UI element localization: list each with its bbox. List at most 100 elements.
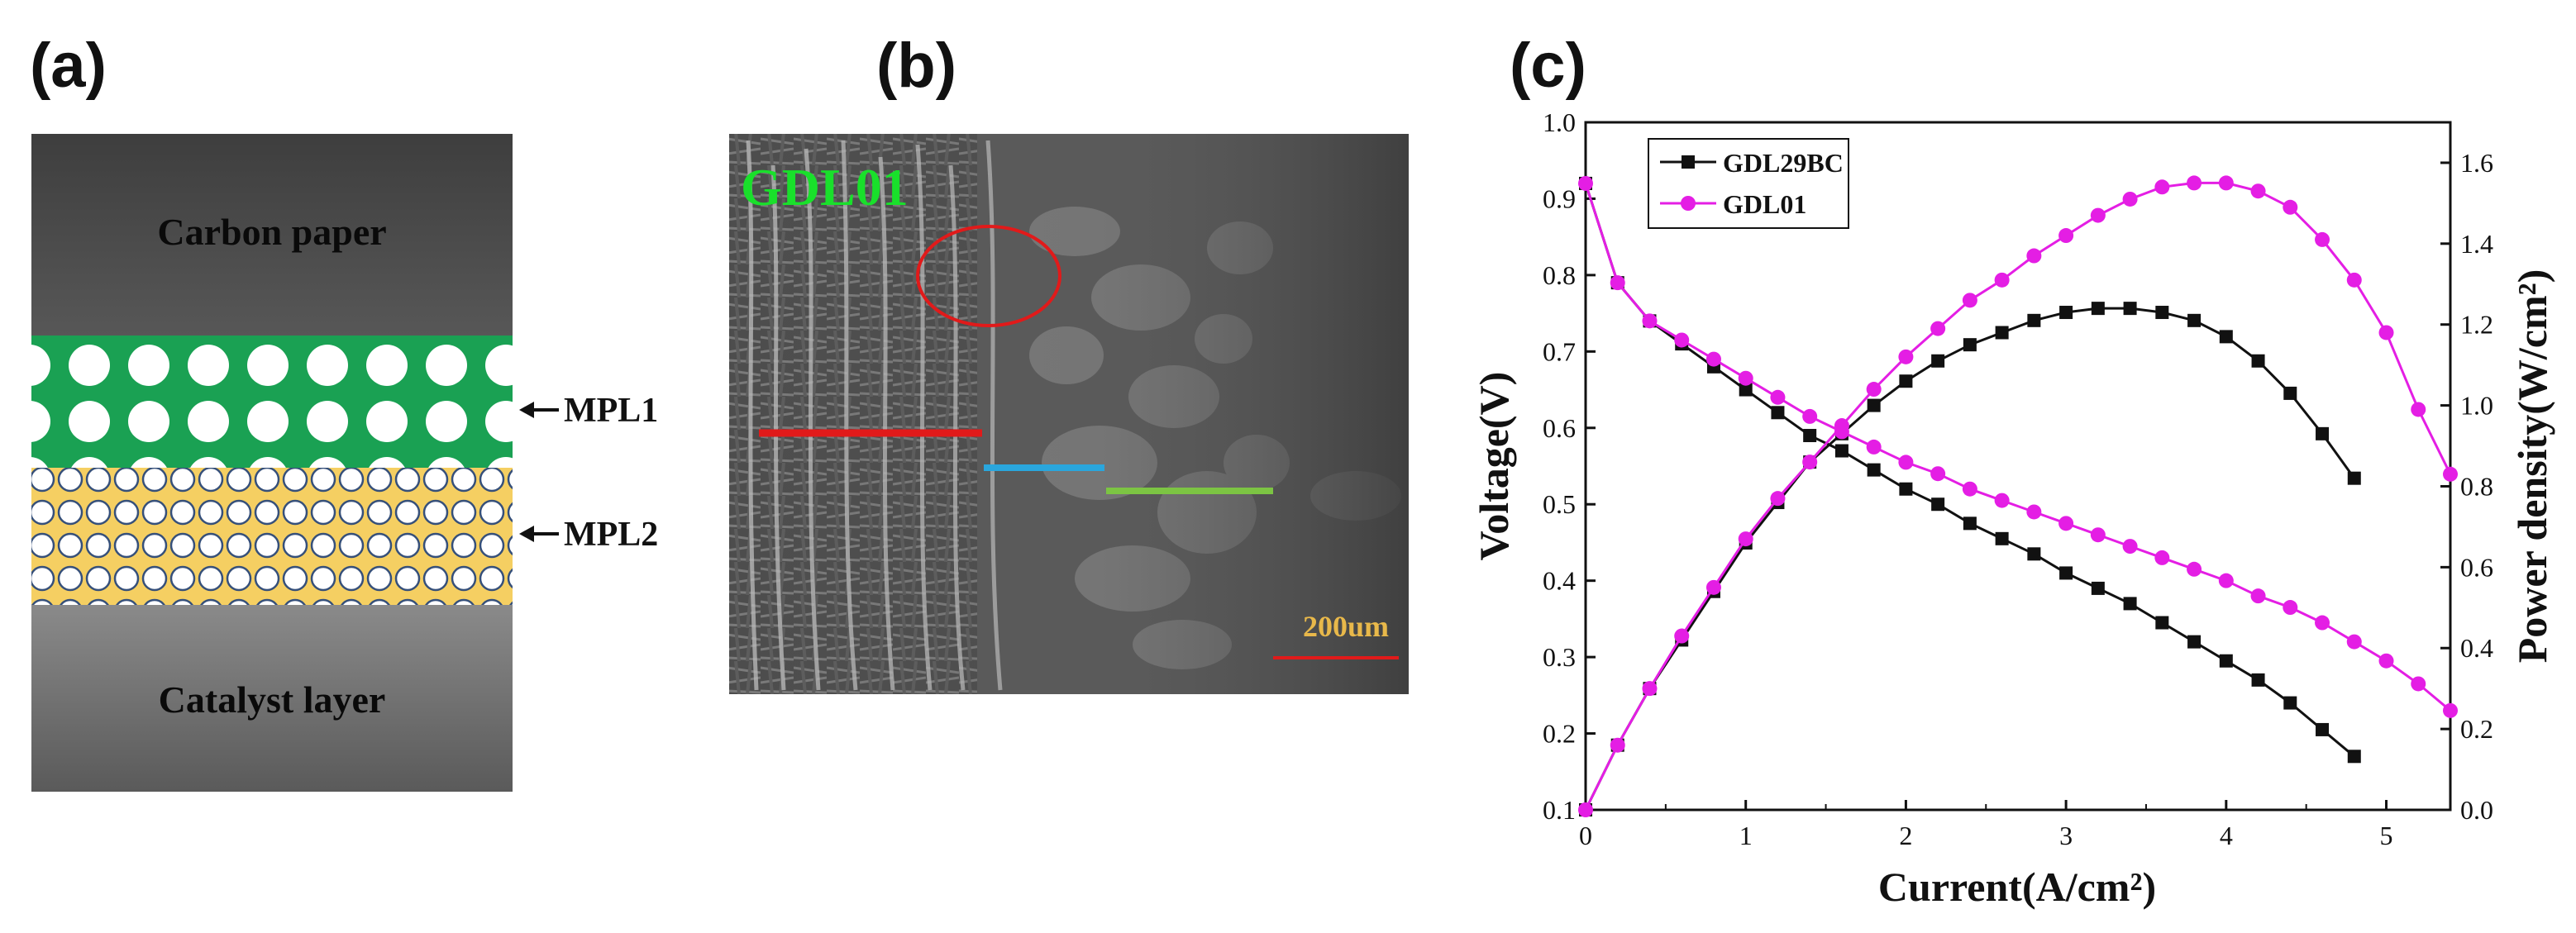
point-gdl01-voltage — [2378, 653, 2394, 669]
x-tick-label: 2 — [1899, 821, 1912, 850]
point-gdl01-voltage — [1642, 313, 1658, 329]
x-axis-title: Current(A/cm²) — [1878, 864, 2156, 910]
x-tick-label: 1 — [1739, 821, 1753, 850]
point-gdl29bc-power — [1963, 338, 1977, 352]
mpl2-arrow — [519, 526, 559, 542]
legend-label-gdl01: GDL01 — [1723, 189, 1806, 219]
y-axis-right-title: Power density(W/cm²) — [2509, 269, 2555, 663]
sem-sample-label: GDL01 — [741, 158, 909, 217]
y-right-tick-label: 0.4 — [2460, 633, 2493, 663]
point-gdl01-power — [2346, 272, 2362, 288]
point-gdl29bc-voltage — [1803, 429, 1817, 443]
mpl2-label: MPL2 — [564, 516, 658, 554]
point-gdl01-power — [2218, 175, 2234, 191]
point-gdl01-power — [2122, 191, 2138, 207]
point-gdl01-voltage — [1770, 389, 1786, 405]
point-gdl01-voltage — [1994, 493, 2010, 508]
legend: GDL29BC GDL01 — [1648, 138, 1849, 229]
plot-frame — [1584, 121, 2452, 812]
point-gdl01-voltage — [2411, 676, 2426, 692]
y-right-tick-label: 1.4 — [2460, 229, 2493, 259]
point-gdl01-voltage — [1802, 408, 1818, 424]
point-gdl29bc-power — [2155, 306, 2169, 320]
point-gdl29bc-voltage — [2283, 696, 2297, 710]
mpl1-arrow — [519, 402, 559, 418]
point-gdl01-power — [1705, 579, 1721, 595]
y-left-tick-label: 0.4 — [1543, 566, 1576, 596]
point-gdl01-voltage — [2315, 615, 2330, 631]
point-gdl29bc-voltage — [2123, 597, 2137, 611]
panel-a-schematic: Carbon paper Catalyst layer MPL1 MPL2 — [31, 134, 658, 792]
point-gdl01-voltage — [2154, 550, 2170, 565]
point-gdl29bc-power — [1995, 326, 2009, 340]
y-axis-left-title: Voltage(V) — [1471, 372, 1517, 561]
y-right-tick-label: 1.6 — [2460, 148, 2493, 178]
point-gdl01-power — [1610, 737, 1625, 753]
legend-label-gdl29bc: GDL29BC — [1723, 148, 1844, 178]
point-gdl01-power — [2026, 248, 2042, 264]
point-gdl01-voltage — [1738, 370, 1753, 386]
y-left-tick-label: 0.2 — [1543, 719, 1576, 749]
point-gdl01-voltage — [2058, 516, 2074, 531]
point-gdl01-power — [1834, 418, 1849, 434]
series-line-gdl29bc-voltage — [1584, 183, 2355, 758]
point-gdl29bc-voltage — [2219, 654, 2233, 668]
point-gdl29bc-voltage — [1931, 497, 1945, 512]
point-gdl01-voltage — [1898, 455, 1914, 470]
point-gdl29bc-voltage — [1739, 383, 1753, 397]
carbon-paper-layer — [31, 134, 513, 336]
point-gdl29bc-power — [1899, 374, 1913, 388]
point-gdl01-power — [1962, 293, 1977, 308]
point-gdl29bc-voltage — [2091, 581, 2105, 595]
y-left-tick-label: 1.0 — [1543, 107, 1576, 137]
point-gdl01-power — [2443, 466, 2458, 482]
panel-b-sem-image: GDL01 200um — [729, 134, 1409, 694]
point-gdl29bc-voltage — [1963, 516, 1977, 531]
point-gdl29bc-voltage — [1834, 444, 1849, 458]
point-gdl01-voltage — [2443, 702, 2458, 718]
point-gdl29bc-voltage — [1867, 463, 1881, 477]
point-gdl01-power — [1578, 802, 1593, 817]
x-tick-label: 5 — [2380, 821, 2393, 850]
point-gdl01-voltage — [2187, 561, 2202, 577]
point-gdl01-power — [1994, 272, 2010, 288]
point-gdl29bc-voltage — [2059, 566, 2073, 580]
point-gdl29bc-power — [1931, 354, 1945, 368]
point-gdl01-voltage — [2346, 634, 2362, 650]
scale-bar-label: 200um — [1303, 610, 1389, 643]
y-left-tick-label: 0.9 — [1543, 183, 1576, 213]
panel-label-a: (a) — [30, 31, 107, 101]
y-right-tick-label: 0.2 — [2460, 714, 2493, 744]
point-gdl29bc-voltage — [2187, 635, 2202, 649]
point-gdl01-power — [1866, 382, 1882, 397]
point-gdl01-power — [2154, 179, 2170, 195]
point-gdl29bc-voltage — [2347, 750, 2361, 764]
point-gdl01-voltage — [2122, 539, 2138, 555]
point-gdl01-power — [2187, 175, 2202, 191]
point-gdl29bc-power — [2059, 306, 2073, 320]
x-tick-label: 3 — [2059, 821, 2073, 850]
y-right-tick-label: 1.2 — [2460, 310, 2493, 340]
mpl1-layer — [31, 336, 513, 468]
series-line-gdl01-voltage — [1584, 183, 2451, 712]
legend-item-gdl29bc: GDL29BC — [1660, 148, 1844, 178]
catalyst-layer — [31, 605, 513, 792]
point-gdl01-voltage — [1866, 439, 1882, 455]
point-gdl29bc-voltage — [1771, 406, 1785, 420]
point-gdl01-voltage — [2218, 573, 2234, 588]
point-gdl29bc-voltage — [1899, 482, 1913, 496]
mpl2-layer — [31, 468, 513, 605]
panel-label-b: (b) — [876, 31, 957, 101]
point-gdl29bc-power — [2123, 302, 2137, 316]
point-gdl29bc-power — [2091, 302, 2105, 316]
point-gdl01-power — [2058, 228, 2074, 244]
point-gdl29bc-power — [2187, 313, 2202, 327]
point-gdl01-power — [1770, 491, 1786, 507]
panel-label-c: (c) — [1510, 31, 1586, 101]
y-left-tick-label: 0.5 — [1543, 489, 1576, 519]
point-gdl01-power — [2250, 183, 2266, 199]
point-gdl01-power — [2378, 325, 2394, 340]
panel-c-chart: 0 1 2 3 4 5 0.1 0.2 0.3 0.4 0.5 0.6 0.7 0.8 0.9 1.0 0.0 0… — [1471, 107, 2555, 910]
series-line-gdl01-power — [1584, 181, 2452, 811]
point-gdl01-power — [2315, 231, 2330, 247]
